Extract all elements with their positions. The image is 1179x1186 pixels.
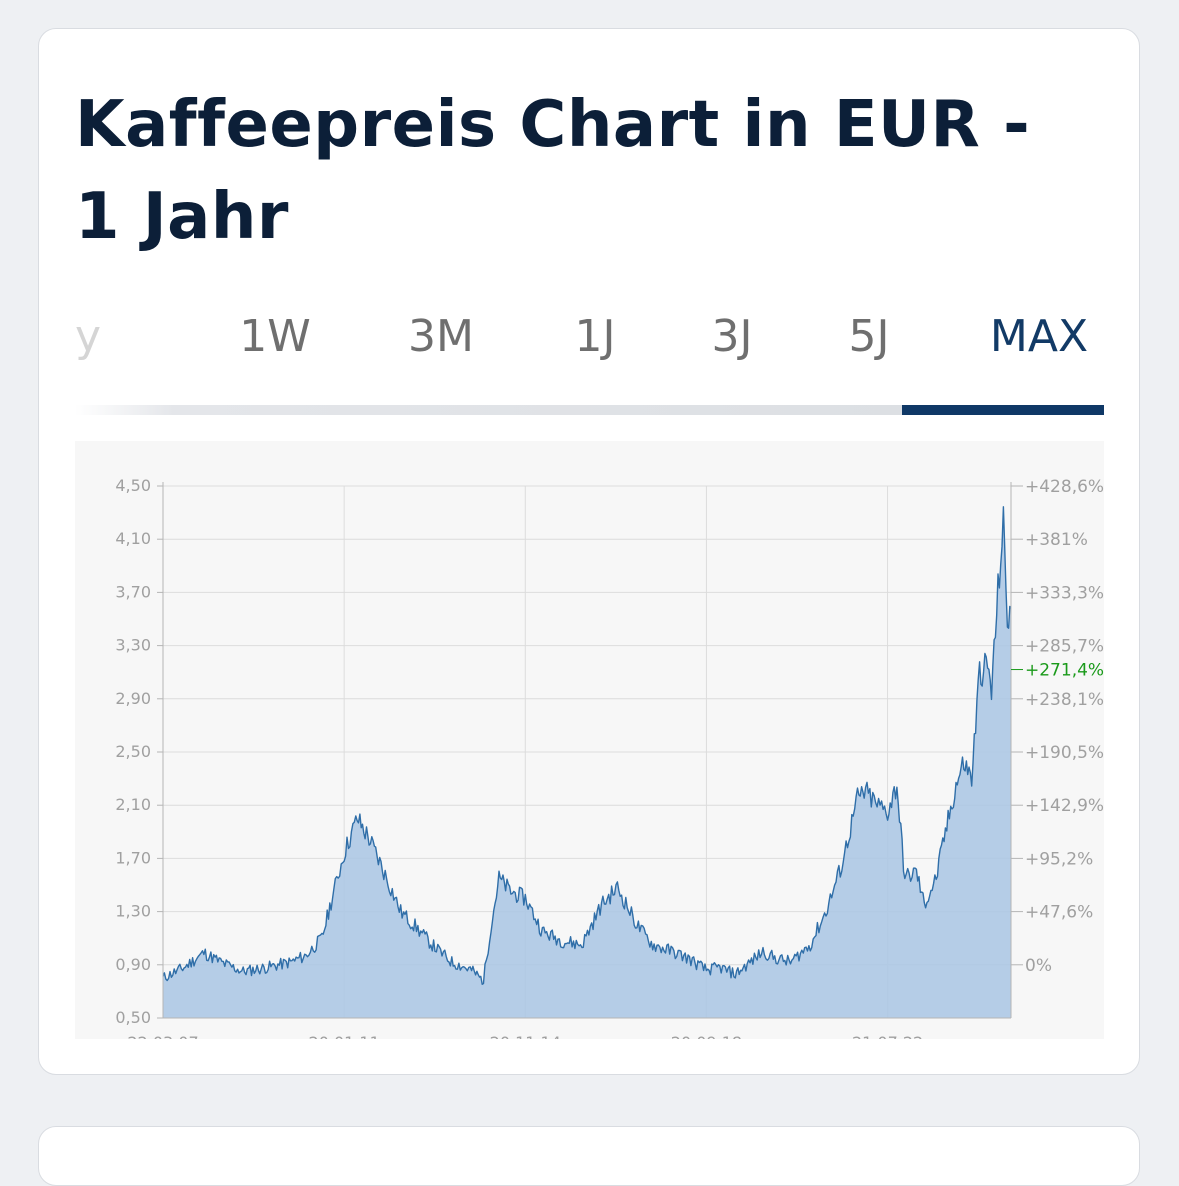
y-tick-label: 0,90	[115, 955, 151, 974]
right-tick-label: +381%	[1025, 530, 1088, 550]
chart-container: 4,50 4,10 3,70 3,30 2,90 2,50 2,10 1,70 1,30 0,90…	[75, 441, 1104, 1052]
right-tick-label: +285,7%	[1025, 637, 1104, 657]
y-tick-label: 1,70	[115, 848, 151, 867]
current-change-label: +271,4%	[1025, 661, 1104, 681]
right-tick-label: +95,2%	[1025, 849, 1093, 869]
x-tick-label: 21.07.22	[852, 1033, 923, 1039]
y-tick-label: 2,50	[115, 742, 151, 761]
y-tick-label: 3,70	[115, 582, 151, 601]
x-tick-label: 20.11.14	[490, 1033, 561, 1039]
right-tick-label: +333,3%	[1025, 583, 1104, 603]
right-tick-label: +190,5%	[1025, 743, 1104, 763]
y-tick-label: 4,50	[115, 476, 151, 495]
tab-max[interactable]: MAX	[989, 311, 1089, 362]
page-title: Kaffeepreis Chart in EUR - 1 Jahr	[75, 88, 1031, 254]
tab-3j[interactable]: 3J	[711, 311, 753, 362]
tab-track	[75, 405, 902, 415]
right-tick-label: +238,1%	[1025, 690, 1104, 710]
y-tick-label: 3,30	[115, 636, 151, 655]
y-tick-label: 4,10	[115, 529, 151, 548]
price-chart: 4,50 4,10 3,70 3,30 2,90 2,50 2,10 1,70 1,30 0,90…	[75, 441, 1104, 1052]
active-tab-indicator	[902, 405, 1104, 415]
tab-3m[interactable]: 3M	[408, 311, 474, 362]
right-tick-label: +142,9%	[1025, 796, 1104, 816]
y-tick-label: 1,30	[115, 902, 151, 921]
right-tick-label: +47,6%	[1025, 903, 1093, 923]
period-tabs: y 1W 3M 1J 3J 5J MAX	[75, 299, 1104, 389]
price-area	[163, 506, 1011, 1018]
y-tick-label: 2,10	[115, 795, 151, 814]
y-tick-label: 2,90	[115, 689, 151, 708]
x-tick-label: 20.01.11	[309, 1033, 380, 1039]
next-card	[38, 1126, 1140, 1186]
x-tick-label: 20.09.18	[671, 1033, 742, 1039]
tab-partial[interactable]: y	[75, 311, 102, 362]
tab-5j[interactable]: 5J	[848, 311, 890, 362]
tab-1w[interactable]: 1W	[239, 311, 311, 362]
right-tick-label: +428,6%	[1025, 477, 1104, 497]
price-line	[162, 506, 1012, 985]
tab-1j[interactable]: 1J	[574, 311, 616, 362]
right-tick-label: 0%	[1025, 956, 1052, 976]
x-tick-label: 22.03.07	[127, 1033, 198, 1039]
y-tick-label: 0,50	[115, 1008, 151, 1027]
chart-card: Kaffeepreis Chart in EUR - 1 Jahr y 1W 3…	[38, 28, 1140, 1075]
